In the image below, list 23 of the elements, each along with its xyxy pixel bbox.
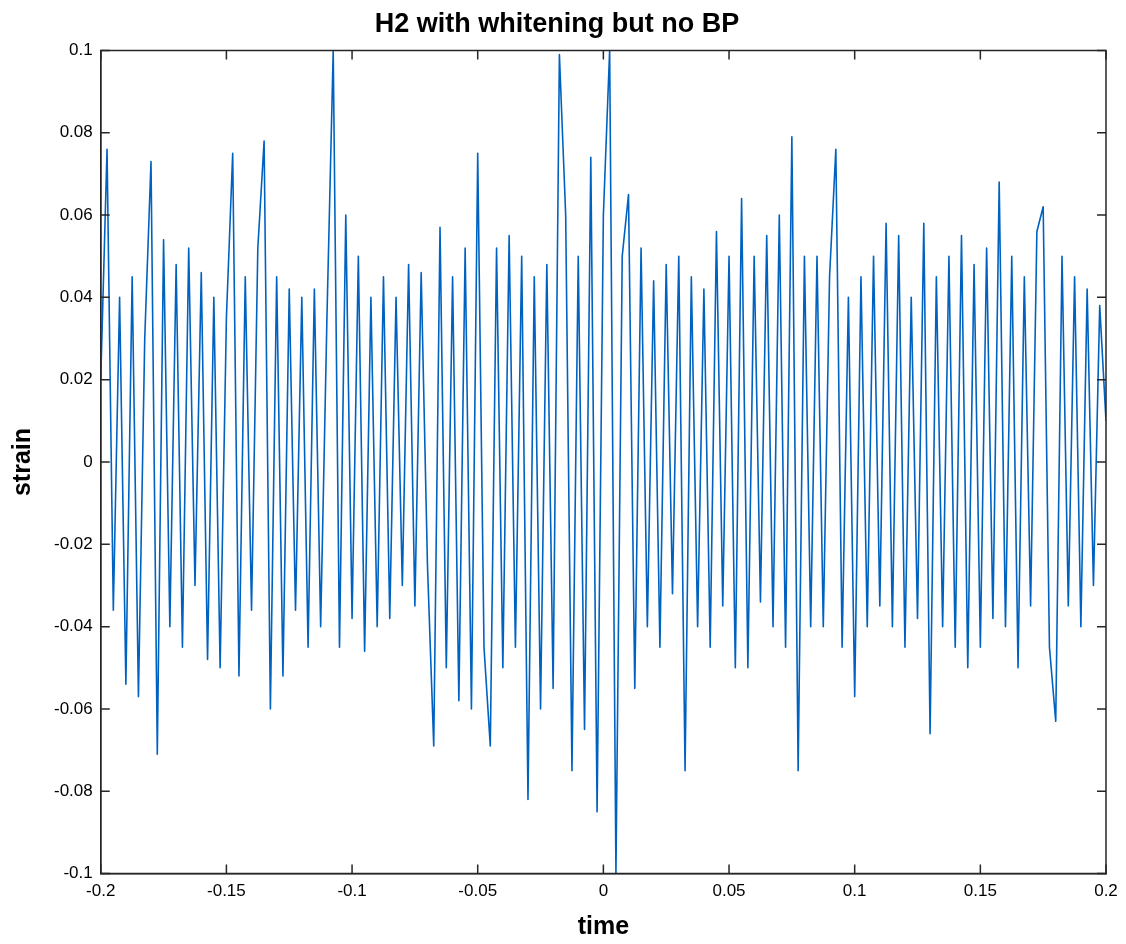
y-tick-label: 0 [83,451,93,471]
x-tick-label: 0.15 [963,881,997,901]
y-tick-label: -0.04 [54,616,93,636]
x-tick-label: 0 [598,881,609,901]
x-tick-label: 0.1 [842,881,867,901]
x-axis-title: time [577,910,630,939]
x-tick-label: 0.2 [1094,881,1118,901]
y-tick-label: -0.02 [54,534,93,554]
y-tick-label: -0.1 [63,863,93,883]
y-tick-label: 0.02 [59,369,93,389]
y-tick-label: 0.06 [59,204,93,224]
y-tick-label: 0.08 [59,122,93,142]
x-tick-label: -0.1 [337,881,367,901]
x-tick-label: -0.05 [458,881,498,901]
x-tick-label: -0.2 [86,881,116,901]
y-tick-label: -0.06 [54,698,93,718]
y-axis-title: strain [6,427,35,497]
y-tick-label: 0.1 [69,40,93,60]
x-tick-label: -0.15 [207,881,246,901]
y-tick-label: -0.08 [54,780,93,800]
chart-title: H2 with whitening but no BP [374,7,740,38]
y-tick-label: 0.04 [59,287,93,307]
x-tick-label: 0.05 [712,881,746,901]
